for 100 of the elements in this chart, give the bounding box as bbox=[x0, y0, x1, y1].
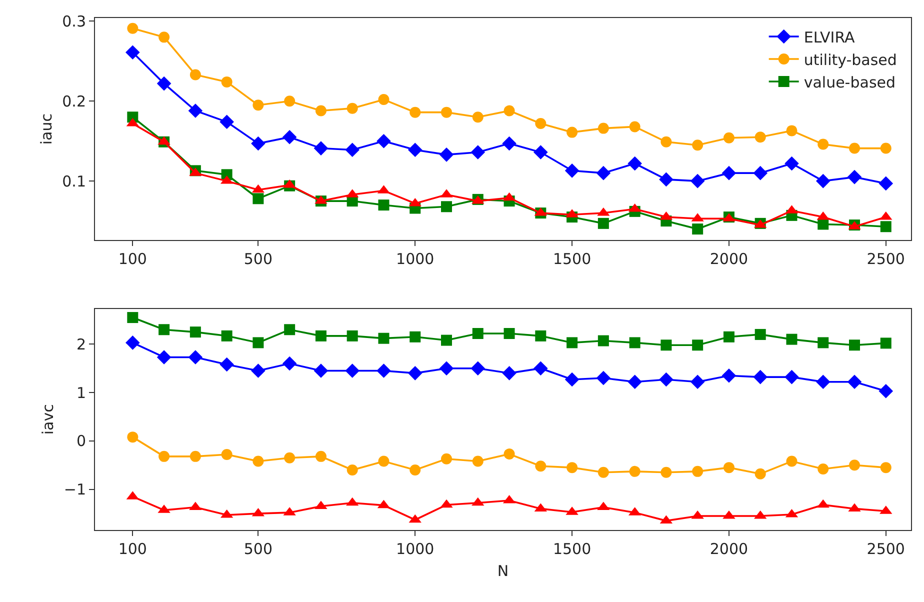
point bbox=[659, 172, 674, 187]
x-axis-title: N bbox=[497, 562, 509, 580]
point bbox=[818, 138, 829, 150]
point bbox=[441, 106, 452, 118]
point bbox=[441, 201, 452, 212]
point bbox=[723, 462, 734, 474]
point bbox=[535, 460, 546, 472]
y-tick-label: 0.2 bbox=[62, 92, 86, 110]
point bbox=[221, 330, 232, 342]
point bbox=[753, 370, 768, 384]
point bbox=[566, 126, 578, 138]
point bbox=[880, 142, 892, 154]
x-tick-label: 2000 bbox=[710, 540, 748, 558]
point bbox=[378, 200, 390, 211]
x-tick-label: 2000 bbox=[710, 250, 748, 268]
point bbox=[659, 372, 674, 387]
point bbox=[251, 364, 266, 378]
point bbox=[628, 156, 642, 171]
y-tick-label: 0.3 bbox=[62, 12, 86, 30]
point bbox=[346, 464, 358, 476]
point bbox=[470, 145, 486, 160]
x-tick-label: 1000 bbox=[396, 540, 434, 558]
point bbox=[252, 193, 264, 204]
point bbox=[345, 142, 360, 158]
point bbox=[376, 134, 391, 148]
point bbox=[441, 334, 452, 346]
x-tick-label: 500 bbox=[244, 540, 273, 558]
point bbox=[439, 361, 454, 376]
point bbox=[220, 114, 234, 130]
point bbox=[880, 221, 892, 232]
point bbox=[284, 96, 296, 107]
point bbox=[786, 456, 798, 467]
point bbox=[880, 462, 892, 474]
point bbox=[535, 118, 546, 130]
point bbox=[127, 22, 138, 34]
point bbox=[156, 350, 172, 364]
point bbox=[628, 374, 642, 390]
point bbox=[504, 448, 515, 460]
point bbox=[534, 145, 548, 160]
point bbox=[753, 166, 768, 180]
y-tick-label: −1 bbox=[64, 480, 86, 499]
point bbox=[598, 218, 609, 229]
point bbox=[127, 312, 138, 324]
x-tick-label: 100 bbox=[118, 250, 147, 268]
point bbox=[849, 340, 860, 351]
point bbox=[723, 132, 734, 144]
point bbox=[690, 374, 705, 390]
x-tick-label: 1500 bbox=[552, 250, 592, 268]
point bbox=[126, 336, 140, 350]
point bbox=[470, 361, 486, 376]
point bbox=[502, 366, 516, 380]
point bbox=[598, 466, 609, 478]
point bbox=[535, 330, 546, 342]
point bbox=[190, 450, 201, 462]
point bbox=[346, 102, 358, 114]
legend-label: value-based bbox=[804, 73, 896, 92]
x-tick-label: 1000 bbox=[396, 250, 434, 268]
point bbox=[754, 468, 766, 480]
point bbox=[439, 148, 454, 162]
point bbox=[378, 456, 390, 467]
point bbox=[378, 332, 390, 344]
point bbox=[660, 136, 672, 148]
point bbox=[220, 357, 234, 372]
point bbox=[346, 330, 358, 342]
point bbox=[314, 141, 328, 156]
point bbox=[847, 374, 862, 390]
point bbox=[158, 32, 170, 43]
point bbox=[126, 45, 140, 60]
point bbox=[534, 361, 548, 376]
point bbox=[723, 331, 734, 342]
point bbox=[190, 69, 201, 80]
point bbox=[598, 335, 609, 346]
point bbox=[472, 456, 484, 467]
point bbox=[847, 170, 862, 184]
x-tick-label: 100 bbox=[118, 540, 147, 558]
point bbox=[410, 106, 421, 118]
point bbox=[158, 324, 170, 336]
point bbox=[818, 464, 829, 475]
legend-label: utility-based bbox=[804, 50, 897, 69]
point bbox=[722, 166, 736, 180]
point bbox=[376, 364, 391, 378]
point bbox=[690, 174, 705, 188]
x-tick-label: 2500 bbox=[866, 250, 905, 268]
point bbox=[786, 334, 798, 345]
point bbox=[158, 450, 170, 462]
y-tick-label: 0.1 bbox=[62, 172, 86, 190]
point bbox=[754, 132, 766, 143]
point bbox=[504, 328, 515, 339]
point bbox=[251, 136, 266, 151]
y-tick-label: 1 bbox=[76, 384, 86, 402]
point bbox=[502, 136, 516, 151]
point bbox=[786, 125, 798, 136]
point bbox=[722, 368, 736, 383]
point bbox=[818, 337, 829, 348]
point bbox=[629, 466, 640, 477]
point bbox=[190, 326, 201, 338]
point bbox=[598, 122, 609, 134]
point bbox=[566, 462, 578, 474]
point bbox=[315, 330, 326, 342]
point bbox=[378, 94, 390, 106]
